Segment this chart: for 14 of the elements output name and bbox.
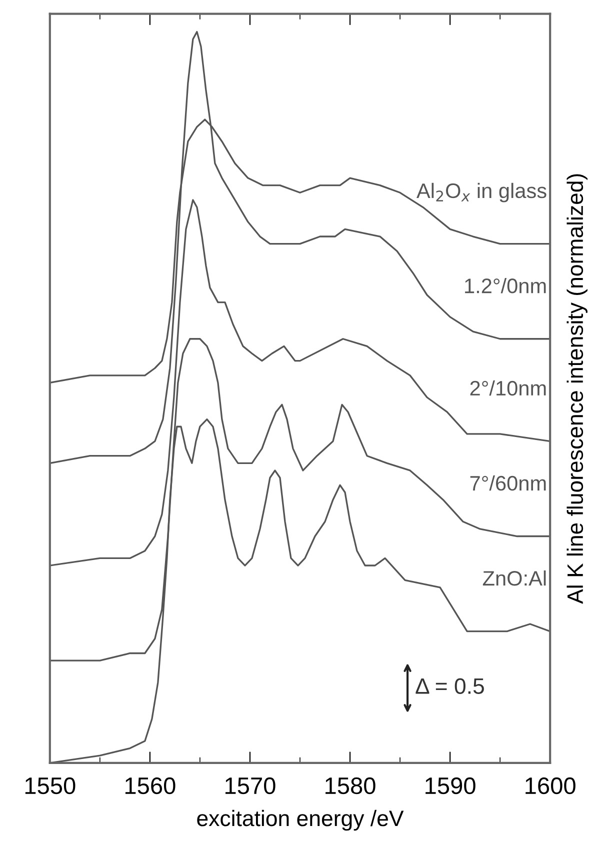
x-tick-label: 1600: [526, 777, 576, 794]
series-label: 1.2°/0nm: [465, 278, 546, 294]
x-tick-label: 1590: [426, 777, 476, 794]
x-tick-label: 1580: [326, 777, 376, 794]
x-tick-label: 1550: [25, 777, 76, 794]
series-label: ZnO:Al: [482, 570, 546, 586]
annotation: Δ = 0.5: [416, 678, 484, 694]
x-tick-label: 1560: [125, 777, 176, 794]
x-axis-title: excitation energy /eV: [197, 810, 404, 831]
series-label: 7°/60nm: [470, 475, 546, 491]
y2-axis-title: Al K line fluorescence intensity (normalized): [566, 174, 588, 604]
x-tick-label: 1570: [226, 777, 276, 794]
series-label: 2°/10nm: [470, 380, 546, 396]
series-label: Al$_{2}$O$_{x}$ in glass: [416, 182, 546, 202]
